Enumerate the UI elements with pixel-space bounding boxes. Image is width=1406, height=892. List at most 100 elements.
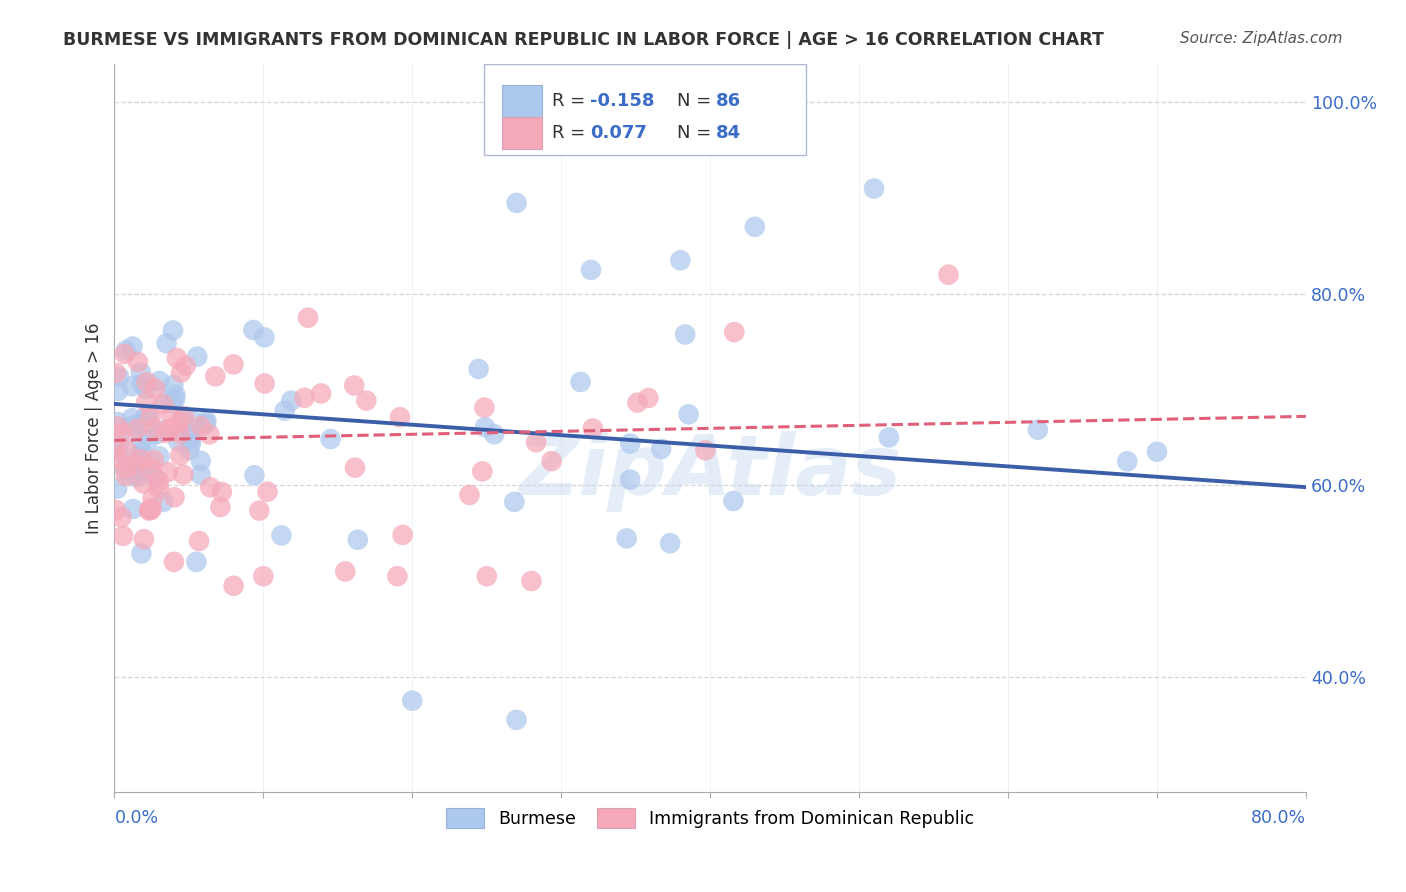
Point (1116, 454, 1139, 468)
Point (141, 461, 163, 475)
Legend: Burmese, Immigrants from Dominican Republic: Burmese, Immigrants from Dominican Repub… (439, 801, 981, 835)
Text: -0.158: -0.158 (591, 92, 654, 111)
Point (569, 375, 592, 389)
Point (108, 370, 131, 384)
Point (162, 395, 184, 409)
Point (125, 449, 148, 463)
Point (877, 430, 900, 444)
Point (256, 484, 278, 499)
Point (673, 327, 696, 342)
Text: Source: ZipAtlas.com: Source: ZipAtlas.com (1180, 31, 1343, 46)
Point (145, 427, 167, 442)
Point (162, 323, 184, 337)
Point (115, 343, 138, 358)
Point (134, 410, 156, 425)
Point (1146, 444, 1168, 458)
Point (247, 503, 270, 517)
Point (105, 451, 128, 466)
Point (863, 181, 886, 195)
Point (222, 357, 245, 371)
Point (169, 427, 191, 442)
Point (132, 460, 155, 475)
Point (309, 386, 332, 401)
Point (723, 325, 745, 339)
Point (170, 366, 193, 380)
Point (186, 350, 208, 364)
Point (112, 529, 135, 543)
Point (180, 436, 202, 450)
Point (209, 500, 232, 514)
Point (143, 422, 166, 436)
Point (619, 473, 641, 487)
Point (474, 420, 496, 434)
Point (520, 574, 543, 588)
Point (155, 393, 177, 408)
Point (1026, 423, 1049, 437)
Point (243, 468, 266, 483)
Point (938, 268, 960, 282)
Point (148, 374, 170, 388)
FancyBboxPatch shape (484, 64, 806, 155)
Point (107, 384, 129, 398)
Point (695, 443, 717, 458)
Point (270, 528, 292, 542)
Point (188, 534, 211, 549)
Point (579, 263, 602, 277)
Text: 0.077: 0.077 (591, 124, 647, 142)
Point (114, 469, 136, 483)
Point (121, 379, 143, 393)
Point (114, 461, 136, 475)
Point (142, 453, 165, 467)
Point (180, 421, 202, 435)
Point (343, 378, 366, 392)
Point (252, 569, 274, 583)
Point (125, 458, 148, 472)
Point (155, 425, 177, 440)
Point (121, 411, 143, 425)
Point (172, 413, 194, 427)
Point (180, 431, 202, 445)
Text: N =: N = (676, 124, 717, 142)
Point (152, 397, 174, 411)
Point (637, 391, 659, 405)
Point (204, 369, 226, 384)
Point (131, 376, 153, 391)
Point (172, 467, 194, 482)
Point (524, 435, 547, 450)
Point (129, 434, 152, 449)
Point (190, 454, 212, 468)
Point (190, 467, 212, 482)
Point (131, 547, 153, 561)
Point (107, 415, 129, 429)
Point (582, 421, 605, 435)
Point (474, 401, 496, 415)
Text: 0.0%: 0.0% (114, 809, 159, 827)
Point (105, 442, 128, 457)
Point (401, 694, 423, 708)
Point (129, 452, 152, 467)
Point (127, 355, 149, 369)
Point (132, 532, 155, 546)
Point (143, 381, 166, 395)
Point (242, 323, 264, 337)
Point (475, 569, 498, 583)
Point (127, 464, 149, 478)
Point (138, 433, 160, 447)
Point (190, 419, 212, 434)
Point (163, 555, 186, 569)
Text: 80.0%: 80.0% (1251, 809, 1306, 827)
Point (162, 377, 184, 392)
Point (152, 495, 174, 509)
Point (169, 416, 191, 430)
Point (107, 419, 129, 434)
Text: 84: 84 (716, 124, 741, 142)
Point (105, 482, 128, 496)
Point (156, 465, 179, 479)
Point (388, 410, 411, 425)
Point (110, 510, 132, 524)
Point (165, 392, 187, 406)
Point (458, 488, 481, 502)
Point (280, 393, 302, 408)
Point (319, 432, 342, 446)
Point (503, 495, 526, 509)
